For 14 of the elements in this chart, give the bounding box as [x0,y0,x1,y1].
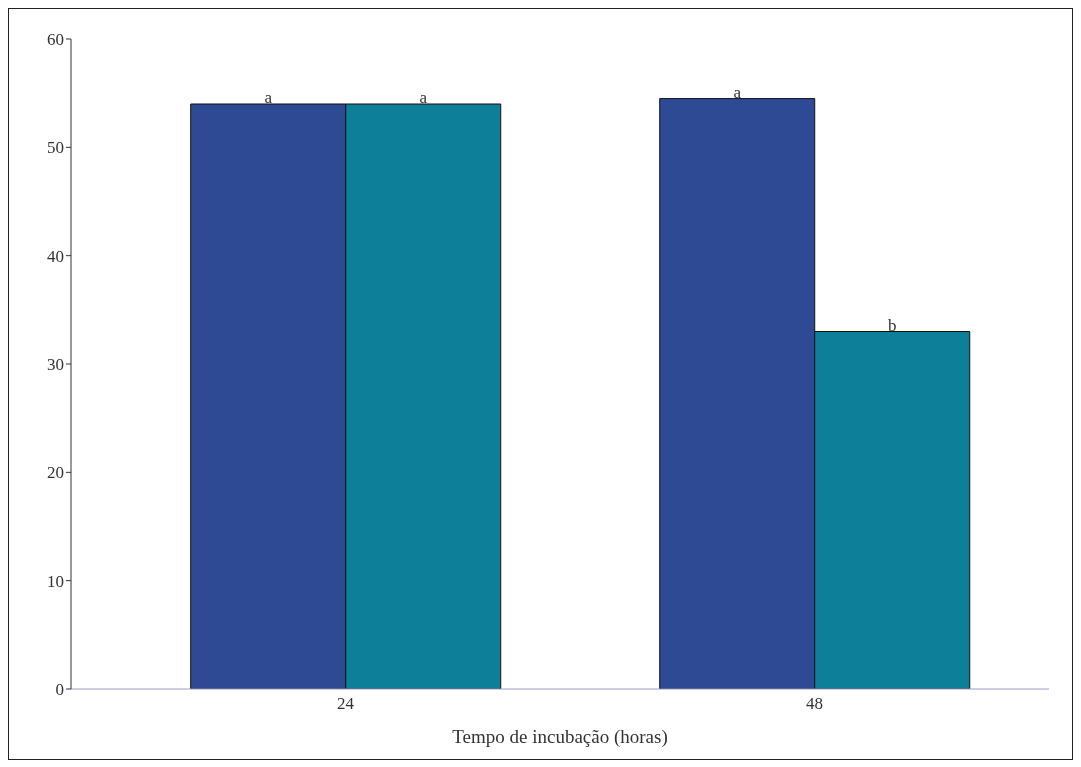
y-tick-label: 30 [47,355,64,375]
y-tick-label: 50 [47,138,64,158]
y-tick-label: 0 [55,680,64,700]
y-tick-label: 10 [47,571,64,591]
y-tick-label: 20 [47,463,64,483]
annotation: a [264,88,273,107]
annotation: a [419,88,428,107]
x-axis-title: Tempo de incubação (horas) [452,726,668,748]
y-tick-label: 40 [47,246,64,266]
annotation: b [887,315,897,335]
annotation: a [733,82,742,102]
y-tick-label: 60 [47,30,64,50]
x-tick-label: 48 [806,694,823,714]
x-tick-label: 24 [337,694,355,714]
